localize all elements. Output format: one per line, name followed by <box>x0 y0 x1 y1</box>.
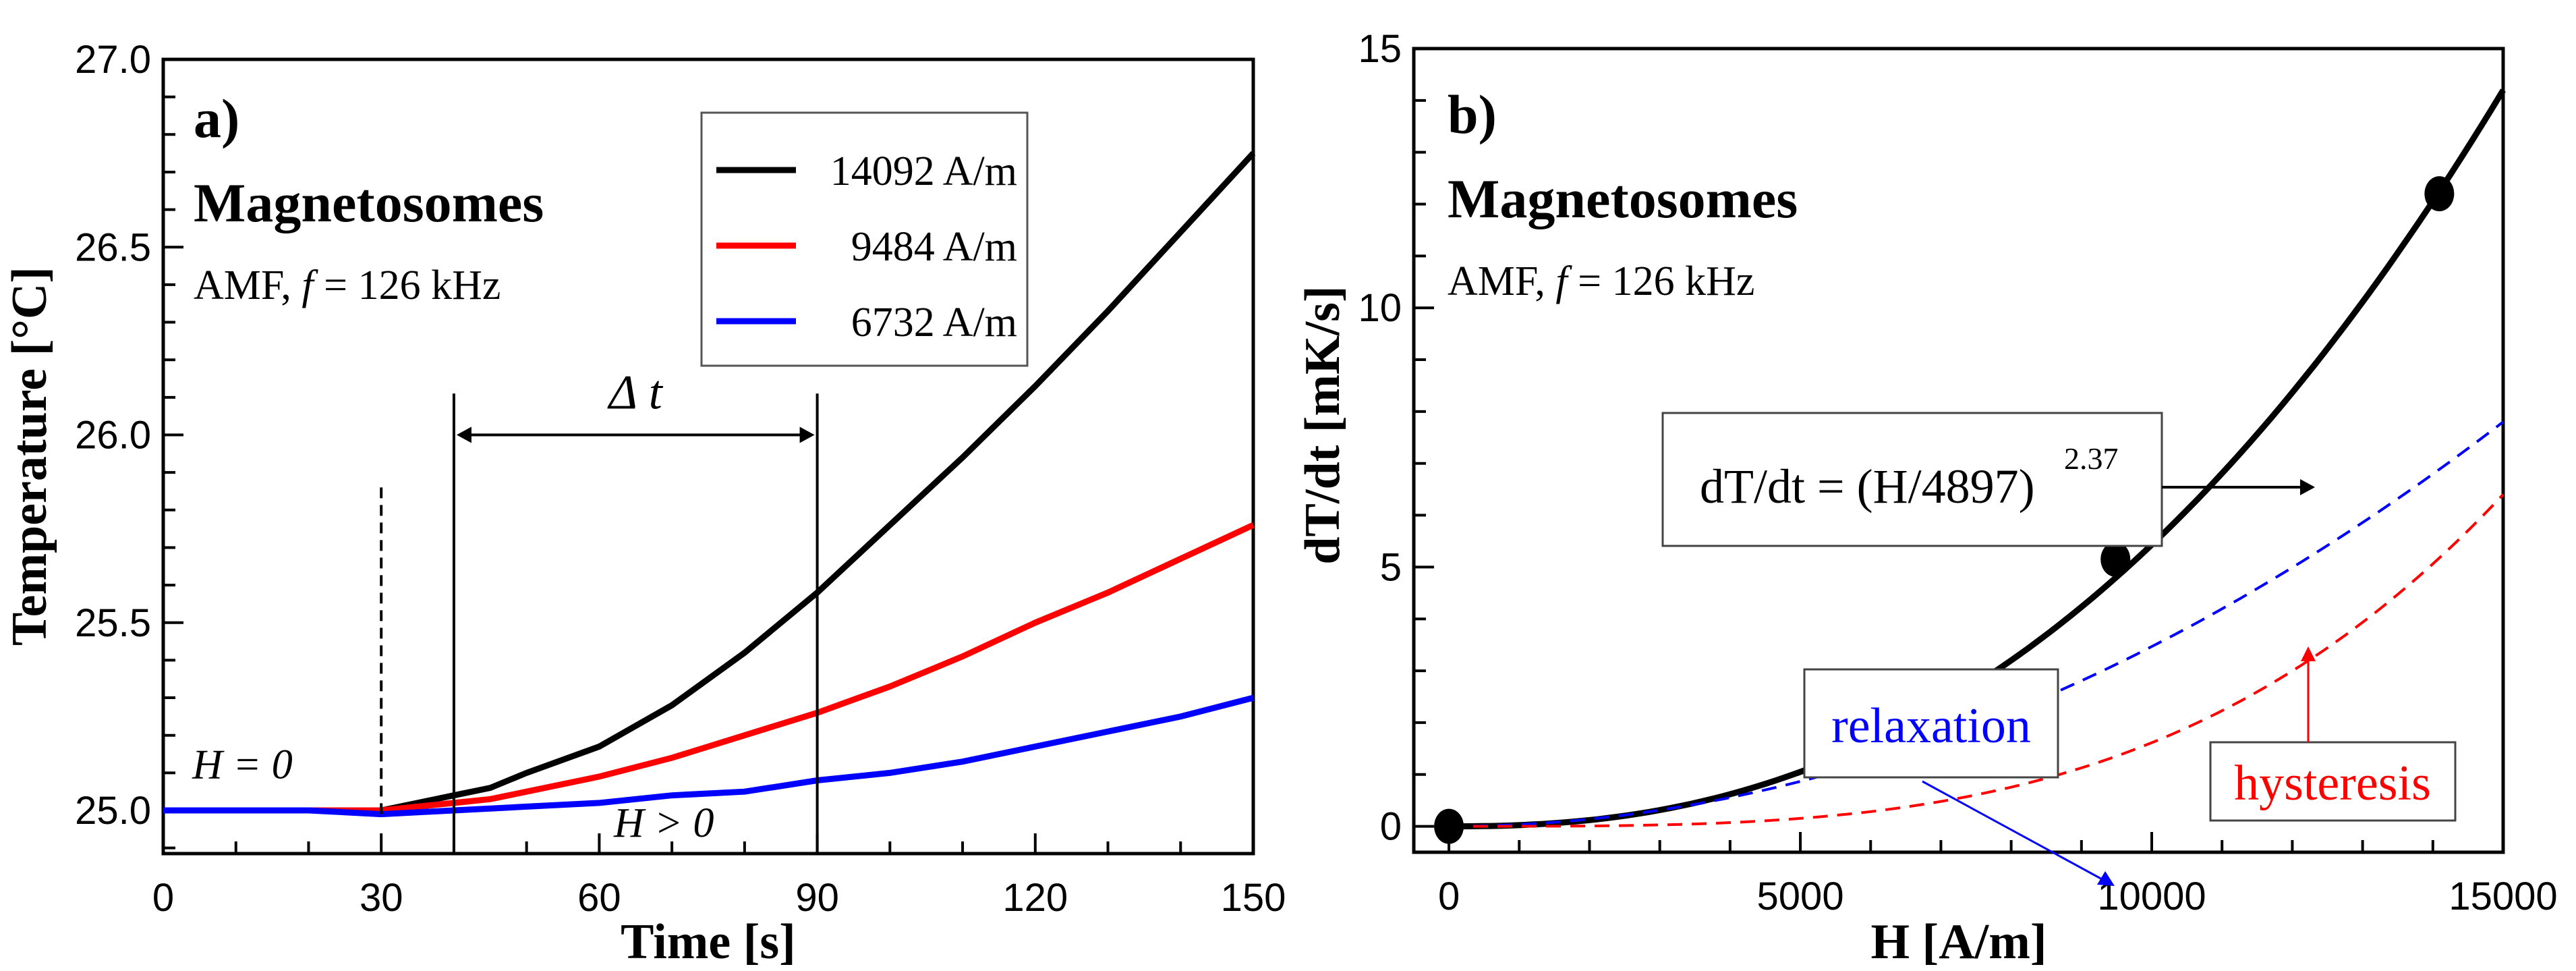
panel-title: Magnetosomes <box>194 172 544 233</box>
series-line <box>163 694 1255 818</box>
fit-exponent-label: 2.37 <box>2064 441 2119 476</box>
panel-label: a) <box>194 88 239 149</box>
x-tick-label: 120 <box>1002 876 1068 920</box>
plot-frame <box>1412 47 2505 854</box>
arrowhead <box>2301 646 2316 661</box>
hysteresis-label: hysteresis <box>2234 756 2431 811</box>
panel-b: 0 5000 10000 15000 0 5 10 15 b) Magnetosomes AMF, … <box>1358 27 2557 918</box>
panel-label: b) <box>1448 84 1497 145</box>
h-zero-label: H = 0 <box>192 742 293 788</box>
y-tick-label: 25.0 <box>75 789 151 833</box>
x-tick-label: 15000 <box>2449 875 2557 918</box>
x-tick-label: 10000 <box>2097 875 2206 918</box>
fit-equation-label: dT/dt = (H/4897) <box>1700 460 2035 514</box>
x-axis-title-b: H [A/m] <box>1871 914 2047 970</box>
series-line <box>163 522 1255 814</box>
x-tick-label: 60 <box>577 876 621 920</box>
legend-label: 6732 A/m <box>851 300 1017 345</box>
relaxation-label-box <box>1803 668 2059 779</box>
data-point <box>2424 176 2455 212</box>
x-tick-label: 30 <box>360 876 403 920</box>
data-point <box>2100 541 2131 577</box>
x-axis-title-a: Time [s] <box>621 914 796 970</box>
legend-label: 9484 A/m <box>851 224 1017 270</box>
y-tick-label: 25.5 <box>75 601 151 645</box>
legend-label: 14092 A/m <box>830 148 1017 194</box>
y-tick-label: 26.0 <box>75 414 151 457</box>
relaxation-label: relaxation <box>1831 698 2031 754</box>
y-axis-title-a: Temperature [°C] <box>2 267 57 646</box>
x-tick-label: 150 <box>1221 876 1286 920</box>
arrowhead <box>2300 479 2315 495</box>
data-point <box>1434 808 1464 844</box>
y-axis-title-b: dT/dt [mK/s] <box>1295 285 1350 564</box>
panel-subtitle: AMF, f = 126 kHz <box>194 262 500 308</box>
x-tick-label: 90 <box>795 876 839 920</box>
plot-frame <box>161 57 1255 856</box>
y-tick-label: 26.5 <box>75 225 151 269</box>
y-tick-label: 5 <box>1380 545 1402 589</box>
legend: 14092 A/m 9484 A/m 6732 A/m <box>700 111 1029 367</box>
x-tick-label: 0 <box>152 876 174 920</box>
arrowhead <box>2097 871 2115 886</box>
y-tick-label: 0 <box>1380 805 1402 849</box>
x-tick-label: 0 <box>1438 875 1460 918</box>
y-tick-label: 27.0 <box>75 38 151 82</box>
y-tick-label: 10 <box>1358 286 1402 330</box>
relaxation-arrow <box>1922 780 2105 882</box>
h-positive-label: H > 0 <box>613 800 714 846</box>
y-tick-label: 15 <box>1358 27 1402 71</box>
x-tick-label: 5000 <box>1757 875 1844 918</box>
delta-t-label: Δ t <box>607 366 664 420</box>
fit-equation-box <box>1661 412 2163 547</box>
hysteresis-curve <box>1449 493 2505 828</box>
panel-subtitle: AMF, f = 126 kHz <box>1448 258 1754 304</box>
panel-a: 0 30 60 90 120 150 25.0 25.5 26.0 26.5 27.0 Δ t H = … <box>75 38 1286 920</box>
panel-title: Magnetosomes <box>1448 168 1798 229</box>
hysteresis-label-box <box>2209 741 2457 822</box>
